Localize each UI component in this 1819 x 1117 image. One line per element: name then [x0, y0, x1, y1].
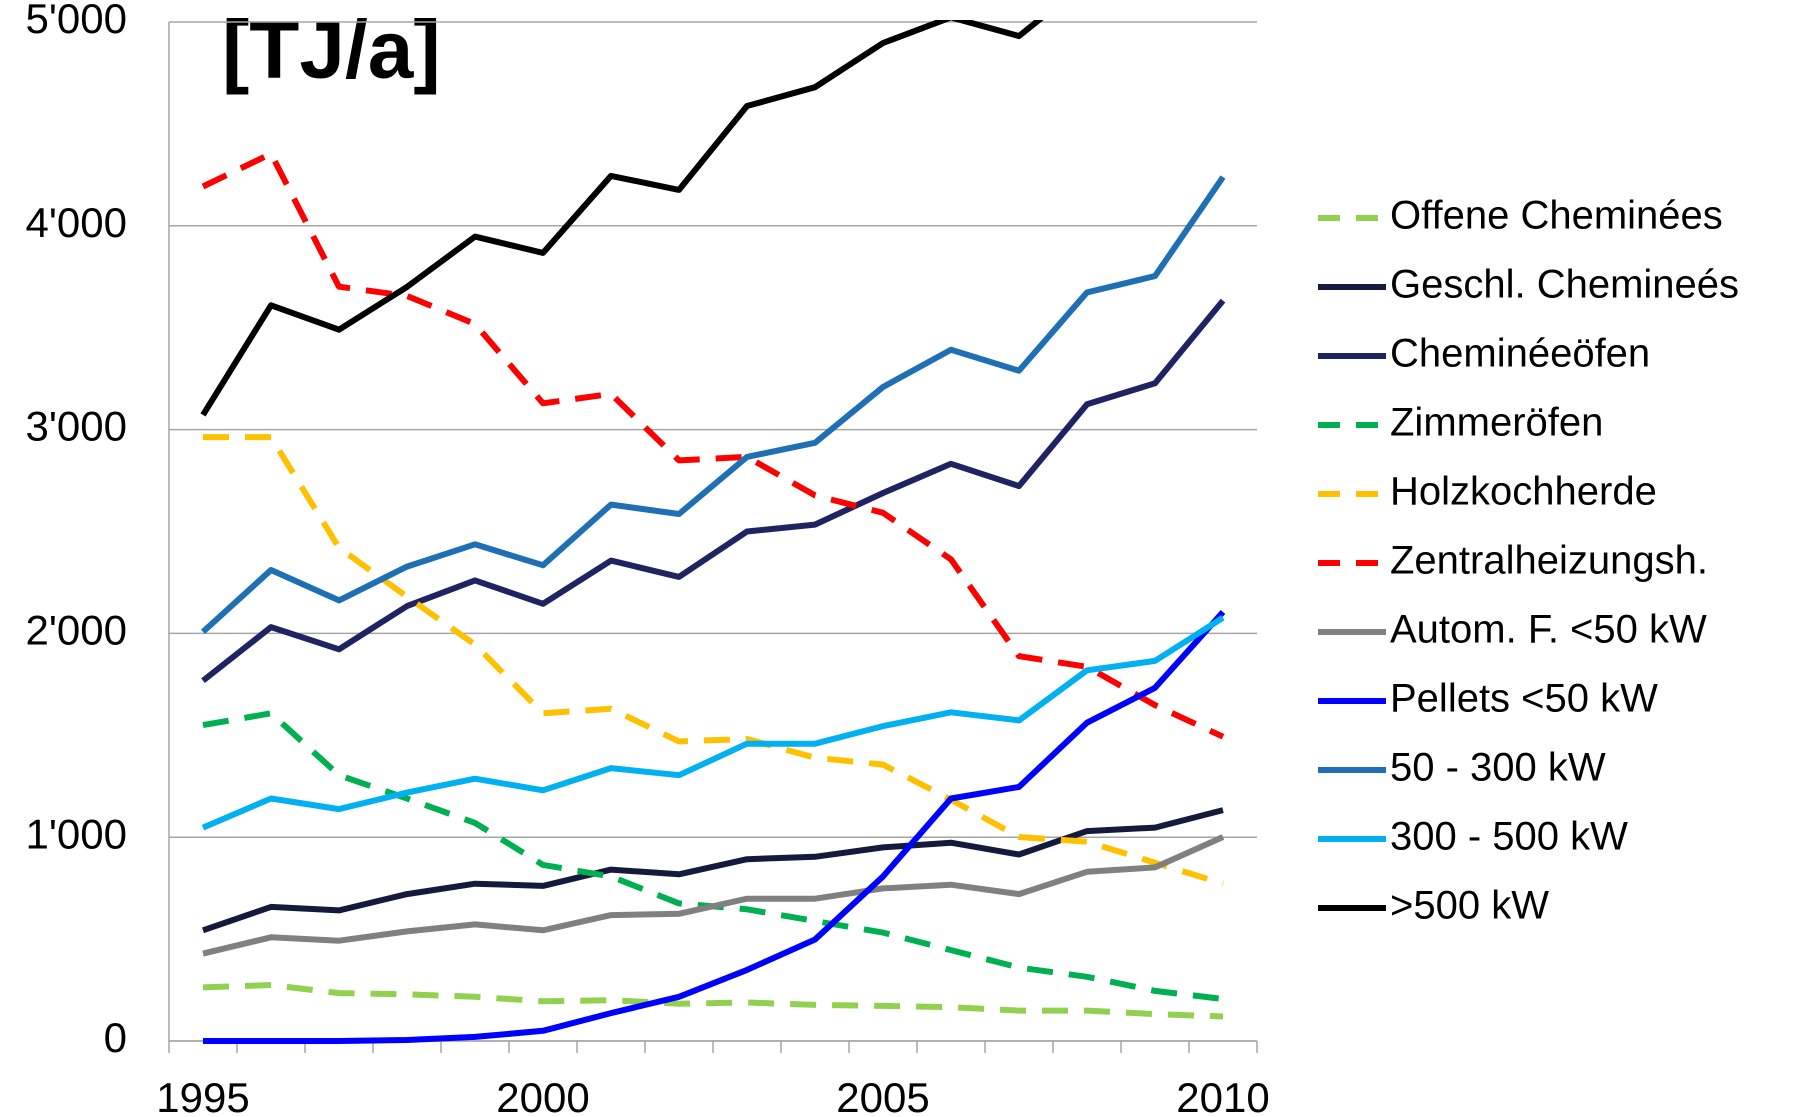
series-line [203, 609, 1226, 1044]
legend-label: Cheminéeöfen [1390, 332, 1650, 376]
x-tick-label: 2005 [836, 1074, 929, 1117]
series-line [201, 615, 1225, 831]
x-tick-label: 2000 [496, 1074, 589, 1117]
series-line [202, 807, 1224, 934]
x-tick-label: 1995 [156, 1074, 249, 1117]
legend-label: 300 - 500 kW [1390, 815, 1628, 859]
chart-title: [TJ/a] [222, 5, 441, 96]
y-tick-label: 0 [104, 1014, 127, 1061]
y-tick-label: 5'000 [26, 0, 127, 42]
legend-label: Holzkochherde [1390, 470, 1657, 514]
legend-label: >500 kW [1390, 884, 1549, 928]
series-line [200, 20, 1044, 417]
y-tick-label: 3'000 [26, 403, 127, 450]
plot-area [200, 20, 1226, 1044]
legend-label: Geschl. Chemineés [1390, 263, 1739, 307]
series-line [201, 150, 1225, 740]
x-tick-label: 2010 [1176, 1074, 1269, 1117]
series-line [200, 175, 1226, 635]
legend-label: Pellets <50 kW [1390, 677, 1658, 721]
legend-label: Autom. F. <50 kW [1390, 608, 1707, 652]
legend-label: Zentralheizungsh. [1390, 539, 1708, 583]
y-tick-label: 4'000 [26, 199, 127, 246]
legend-label: Zimmeröfen [1390, 401, 1603, 445]
y-tick-label: 1'000 [26, 810, 127, 857]
series-line [201, 298, 1226, 684]
series-line [202, 982, 1224, 1020]
series-line [202, 834, 1225, 957]
series-line [203, 434, 1224, 887]
legend-label: Offene Cheminées [1390, 194, 1723, 238]
y-tick-label: 2'000 [26, 606, 127, 653]
legend-label: 50 - 300 kW [1390, 746, 1606, 790]
